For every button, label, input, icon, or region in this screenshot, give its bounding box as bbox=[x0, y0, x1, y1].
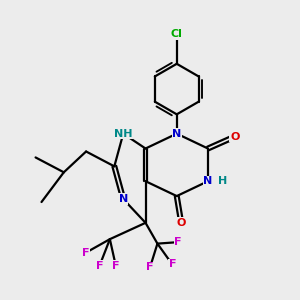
Text: O: O bbox=[176, 218, 186, 228]
Text: H: H bbox=[218, 176, 227, 186]
Text: O: O bbox=[230, 132, 239, 142]
Text: N: N bbox=[172, 129, 182, 139]
Text: F: F bbox=[112, 261, 120, 271]
Text: F: F bbox=[82, 248, 90, 257]
Text: F: F bbox=[169, 260, 176, 269]
Text: F: F bbox=[175, 237, 182, 247]
Text: N: N bbox=[118, 194, 128, 204]
Text: F: F bbox=[96, 261, 103, 271]
Text: F: F bbox=[146, 262, 154, 272]
Text: Cl: Cl bbox=[171, 29, 183, 39]
Text: NH: NH bbox=[114, 129, 133, 139]
Text: N: N bbox=[203, 176, 213, 186]
